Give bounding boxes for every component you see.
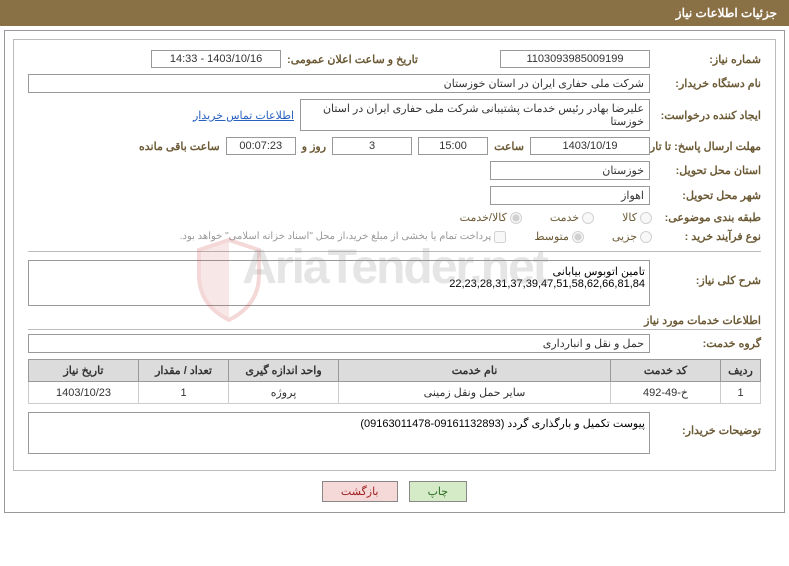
buyer-notes-box: پیوست تکمیل و بارگذاری گردد (09161132893… bbox=[28, 412, 650, 454]
table-header-row: ردیف کد خدمت نام خدمت واحد اندازه گیری ت… bbox=[29, 360, 761, 382]
buyer-org-label: نام دستگاه خریدار: bbox=[656, 77, 761, 90]
radio-goods bbox=[640, 212, 652, 224]
table-cell-qty: 1 bbox=[139, 382, 229, 404]
table-cell-name: سایر حمل ونقل زمینی bbox=[339, 382, 611, 404]
th-qty: تعداد / مقدار bbox=[139, 360, 229, 382]
contact-link[interactable]: اطلاعات تماس خریدار bbox=[193, 109, 294, 122]
need-number-label: شماره نیاز: bbox=[656, 53, 761, 66]
content-panel: شماره نیاز: 1103093985009199 تاریخ و ساع… bbox=[13, 39, 776, 471]
service-group-label: گروه خدمت: bbox=[656, 337, 761, 350]
time-label: ساعت bbox=[494, 140, 524, 153]
table-cell-date: 1403/10/23 bbox=[29, 382, 139, 404]
radio-medium bbox=[572, 231, 584, 243]
requester-value: علیرضا بهادر رئیس خدمات پشتیبانی شرکت مل… bbox=[300, 99, 650, 131]
deadline-date-value: 1403/10/19 bbox=[530, 137, 650, 155]
print-button[interactable]: چاپ bbox=[409, 481, 468, 502]
table-cell-unit: پروژه bbox=[229, 382, 339, 404]
need-number-value: 1103093985009199 bbox=[500, 50, 650, 68]
checkbox-payment bbox=[494, 231, 506, 243]
table-row: 1خ-49-492سایر حمل ونقل زمینیپروژه11403/1… bbox=[29, 382, 761, 404]
province-label: استان محل تحویل: bbox=[656, 164, 761, 177]
outer-frame: شماره نیاز: 1103093985009199 تاریخ و ساع… bbox=[4, 30, 785, 513]
services-table: ردیف کد خدمت نام خدمت واحد اندازه گیری ت… bbox=[28, 359, 761, 404]
th-row: ردیف bbox=[721, 360, 761, 382]
requester-label: ایجاد کننده درخواست: bbox=[656, 109, 761, 122]
days-and-label: روز و bbox=[302, 140, 326, 153]
description-text: تامین اتوبوس بیابانی 22,23,28,31,37,39,4… bbox=[449, 266, 645, 290]
remaining-label: ساعت باقی مانده bbox=[139, 140, 220, 153]
buyer-notes-text: پیوست تکمیل و بارگذاری گردد (09161132893… bbox=[360, 418, 645, 430]
th-unit: واحد اندازه گیری bbox=[229, 360, 339, 382]
services-info-title: اطلاعات خدمات مورد نیاز bbox=[28, 314, 761, 330]
radio-partial-label: جزیی bbox=[612, 230, 637, 243]
th-code: کد خدمت bbox=[611, 360, 721, 382]
process-label: نوع فرآیند خرید : bbox=[656, 230, 761, 243]
page-title: جزئیات اطلاعات نیاز bbox=[676, 6, 777, 20]
table-cell-row: 1 bbox=[721, 382, 761, 404]
buyer-notes-label: توضیحات خریدار: bbox=[656, 412, 761, 437]
radio-goods-service bbox=[510, 212, 522, 224]
radio-service-label: خدمت bbox=[550, 211, 579, 224]
radio-medium-label: متوسط bbox=[534, 230, 569, 243]
button-row: چاپ بازگشت bbox=[5, 481, 784, 502]
announce-date-label: تاریخ و ساعت اعلان عمومی: bbox=[287, 53, 418, 66]
city-value: اهواز bbox=[490, 186, 650, 205]
description-textarea[interactable]: تامین اتوبوس بیابانی 22,23,28,31,37,39,4… bbox=[28, 260, 650, 306]
page-header: جزئیات اطلاعات نیاز bbox=[0, 0, 789, 26]
announce-date-value: 1403/10/16 - 14:33 bbox=[151, 50, 281, 68]
category-label: طبقه بندی موضوعی: bbox=[656, 211, 761, 224]
radio-partial bbox=[640, 231, 652, 243]
buyer-org-value: شرکت ملی حفاری ایران در استان خوزستان bbox=[28, 74, 650, 93]
countdown-value: 00:07:23 bbox=[226, 137, 296, 155]
city-label: شهر محل تحویل: bbox=[656, 189, 761, 202]
radio-goods-label: کالا bbox=[622, 211, 637, 224]
radio-service bbox=[582, 212, 594, 224]
radio-goods-service-label: کالا/خدمت bbox=[460, 211, 507, 224]
description-label: شرح کلی نیاز: bbox=[656, 260, 761, 287]
service-group-value: حمل و نقل و انبارداری bbox=[28, 334, 650, 353]
back-button[interactable]: بازگشت bbox=[322, 481, 398, 502]
deadline-label: مهلت ارسال پاسخ: تا تاریخ: bbox=[656, 140, 761, 153]
payment-note: پرداخت تمام یا بخشی از مبلغ خرید،از محل … bbox=[180, 231, 492, 242]
table-cell-code: خ-49-492 bbox=[611, 382, 721, 404]
days-value: 3 bbox=[332, 137, 412, 155]
th-date: تاریخ نیاز bbox=[29, 360, 139, 382]
th-name: نام خدمت bbox=[339, 360, 611, 382]
deadline-time-value: 15:00 bbox=[418, 137, 488, 155]
separator bbox=[28, 251, 761, 252]
province-value: خوزستان bbox=[490, 161, 650, 180]
